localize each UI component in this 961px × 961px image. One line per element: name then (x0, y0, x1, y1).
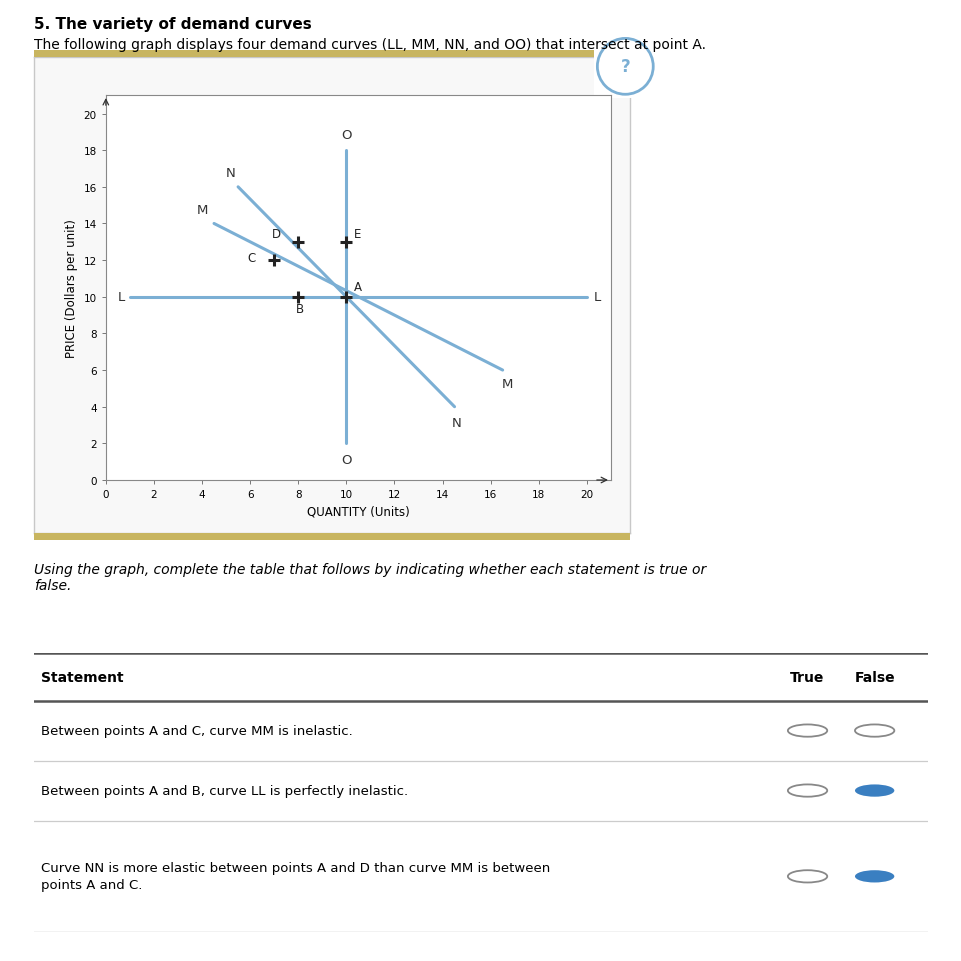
X-axis label: QUANTITY (Units): QUANTITY (Units) (307, 505, 409, 518)
Text: M: M (502, 378, 512, 391)
Text: C: C (248, 252, 256, 264)
Text: B: B (295, 303, 304, 316)
Text: True: True (790, 670, 824, 684)
Circle shape (854, 784, 894, 797)
Text: N: N (226, 167, 235, 181)
Text: E: E (354, 228, 360, 240)
Text: Using the graph, complete the table that follows by indicating whether each stat: Using the graph, complete the table that… (34, 562, 705, 592)
Text: False: False (853, 670, 894, 684)
Text: Curve NN is more elastic between points A and D than curve MM is between
points : Curve NN is more elastic between points … (40, 861, 550, 892)
Text: D: D (272, 228, 281, 240)
Text: M: M (196, 204, 208, 217)
Text: ?: ? (620, 59, 629, 76)
Text: Between points A and C, curve MM is inelastic.: Between points A and C, curve MM is inel… (40, 725, 353, 737)
Text: L: L (593, 291, 601, 304)
Y-axis label: PRICE (Dollars per unit): PRICE (Dollars per unit) (65, 219, 78, 357)
Text: Statement: Statement (40, 670, 123, 684)
Text: A: A (354, 281, 361, 294)
Text: O: O (341, 129, 351, 142)
Text: N: N (452, 416, 461, 430)
Text: L: L (117, 291, 125, 304)
Circle shape (854, 871, 894, 882)
Text: 5. The variety of demand curves: 5. The variety of demand curves (34, 17, 311, 33)
Text: Between points A and B, curve LL is perfectly inelastic.: Between points A and B, curve LL is perf… (40, 784, 407, 798)
Text: The following graph displays four demand curves (LL, MM, NN, and OO) that inters: The following graph displays four demand… (34, 38, 705, 53)
Text: O: O (341, 453, 351, 466)
